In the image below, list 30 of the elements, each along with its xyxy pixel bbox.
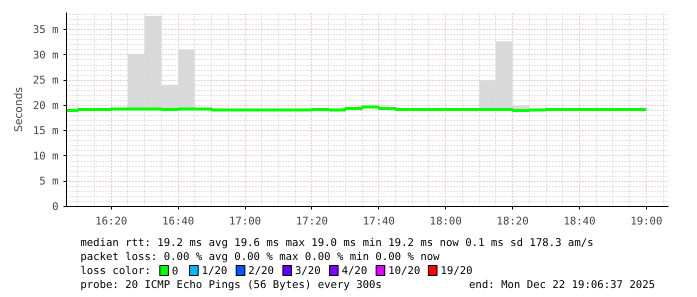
legend-label: 2/20 [248, 264, 274, 277]
y-tick-label: 5 m [39, 174, 59, 188]
x-tick-label: 18:40 [563, 214, 596, 228]
y-tick-label: 20 m [32, 98, 59, 112]
x-tick-label: 16:40 [162, 214, 194, 228]
y-tick-label: 15 m [32, 124, 59, 138]
x-tick-label: 16:20 [95, 214, 128, 228]
legend-label: 0 [172, 264, 178, 278]
y-tick-label: 30 m [32, 48, 59, 62]
x-tick-label: 18:20 [496, 214, 529, 228]
legend-label: 10/20 [388, 264, 420, 277]
x-tick-label: 19:00 [630, 214, 662, 228]
text: packet loss: 0.00 % avg 0.00 % max 0.00 % min 0.00 % now [80, 250, 440, 263]
legend-label: 19/20 [440, 264, 473, 277]
legend-label: 1/20 [202, 264, 228, 277]
text: probe: 20 ICMP Echo Pings (56 Bytes) every 300s [80, 278, 382, 291]
legend-label: 3/20 [294, 264, 321, 277]
y-tick-label: 10 m [32, 149, 59, 162]
y-tick-label: 0 [52, 200, 59, 213]
text: end: Mon Dec 22 19:06:37 2025 [468, 278, 656, 291]
legend-label: 4/20 [342, 264, 368, 277]
x-tick-label: 17:40 [362, 214, 395, 228]
text: median rtt: 19.2 ms avg 19.6 ms max 19.0 ms min 19.2 ms now 0.1 ms sd 178.3 am/s [80, 236, 594, 249]
y-tick-label: 25 m [32, 74, 59, 87]
x-tick-label: 17:00 [228, 214, 262, 228]
y-tick-label: 35 m [32, 23, 59, 36]
x-tick-label: 18:00 [430, 214, 462, 228]
x-tick-label: 17:20 [296, 214, 328, 228]
y-axis-title: Seconds [12, 86, 25, 132]
text: loss color: [80, 264, 151, 277]
